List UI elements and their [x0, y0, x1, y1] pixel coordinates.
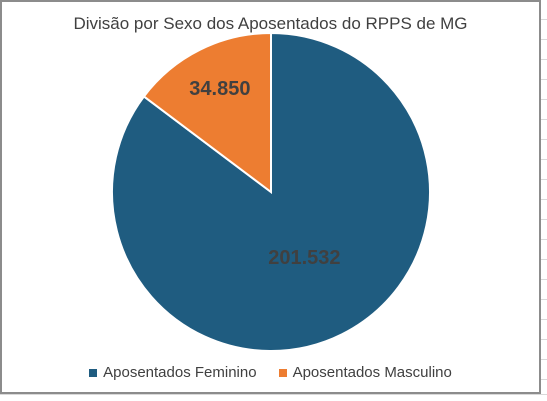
legend-swatch-feminino: [89, 368, 98, 377]
chart-title: Divisão por Sexo dos Aposentados do RPPS…: [73, 14, 468, 33]
chart-legend: Aposentados Feminino Aposentados Masculi…: [0, 364, 541, 381]
legend-swatch-masculino: [278, 368, 287, 377]
legend-label-masculino: Aposentados Masculino: [292, 364, 452, 381]
data-label-masculino: 34.850: [189, 78, 250, 100]
slice-masculino: [142, 31, 272, 195]
sheet-gridlines: [541, 0, 547, 400]
data-label-feminino: 201.532: [268, 247, 340, 269]
legend-item-feminino: Aposentados Feminino: [89, 364, 257, 381]
legend-label-feminino: Aposentados Feminino: [103, 364, 257, 381]
sheet-bottom-strip: [0, 394, 547, 401]
legend-item-masculino: Aposentados Masculino: [278, 364, 452, 381]
